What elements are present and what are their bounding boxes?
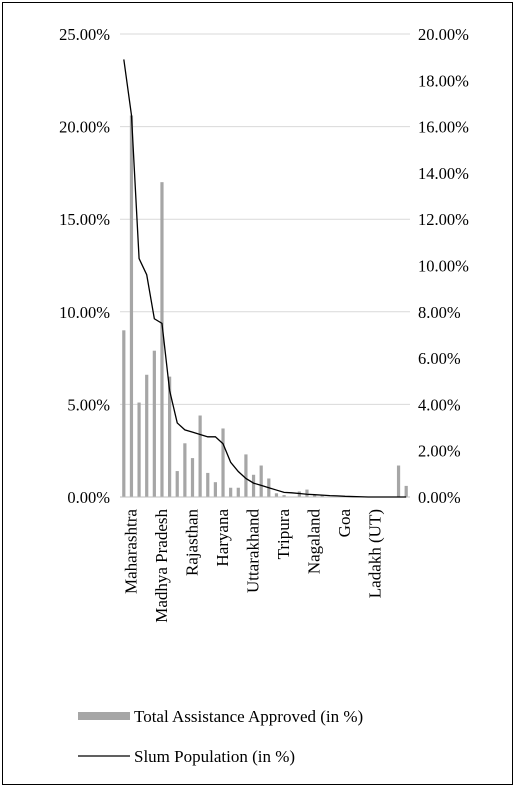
y-right-tick-label: 0.00% [418,488,461,507]
bar [168,376,172,497]
bar [206,472,210,497]
y-left-tick-label: 25.00% [59,25,110,44]
y-right-tick-label: 8.00% [418,303,461,322]
bar [244,454,248,497]
x-category-label: Rajasthan [183,509,202,577]
slum-population-line [123,59,407,498]
y-left-tick-label: 0.00% [67,488,110,507]
y-left-tick-label: 20.00% [59,118,110,137]
y-right-tick-label: 12.00% [418,210,469,229]
bar [274,493,279,497]
bar [137,402,141,497]
bar [152,350,156,497]
x-category-label: Tripura [274,509,293,560]
y-left-tick-label: 10.00% [59,303,110,322]
x-category-label: Goa [335,509,354,538]
bar [320,495,324,497]
x-category-label: Maharashtra [121,509,140,594]
bar [122,330,126,497]
bar [183,443,187,497]
legend-label-bars: Total Assistance Approved (in %) [134,707,363,726]
bar [236,487,240,497]
bar [259,465,263,497]
y-right-tick-label: 2.00% [418,442,461,461]
bar [129,115,134,497]
bar [396,465,401,497]
x-category-label: Madhya Pradesh [152,509,171,623]
bar [160,182,164,497]
bar [404,485,408,497]
bar [251,474,256,497]
y-right-tick-label: 14.00% [418,164,469,183]
x-category-label: Uttarakhand [244,509,263,594]
legend-label-line: Slum Population (in %) [134,747,295,766]
y-right-tick-label: 20.00% [418,25,469,44]
y-left-tick-label: 15.00% [59,210,110,229]
x-category-label: Ladakh (UT) [366,509,385,598]
bar [175,471,179,497]
bar [282,495,286,497]
bar [213,482,217,497]
legend-swatch-bar [78,712,130,720]
bar [305,489,309,497]
y-right-tick-label: 6.00% [418,349,461,368]
y-right-tick-label: 4.00% [418,395,461,414]
bar [198,415,202,497]
y-right-tick-label: 10.00% [418,257,469,276]
bar [297,491,301,497]
bar [221,428,225,497]
y-right-tick-label: 16.00% [418,118,469,137]
y-left-tick-label: 5.00% [67,395,110,414]
bar [145,374,149,497]
bar [190,458,195,497]
y-right-tick-label: 18.00% [418,71,469,90]
x-category-label: Nagaland [305,509,324,575]
x-category-label: Haryana [213,509,232,567]
bar [229,487,233,497]
bar [313,495,317,497]
